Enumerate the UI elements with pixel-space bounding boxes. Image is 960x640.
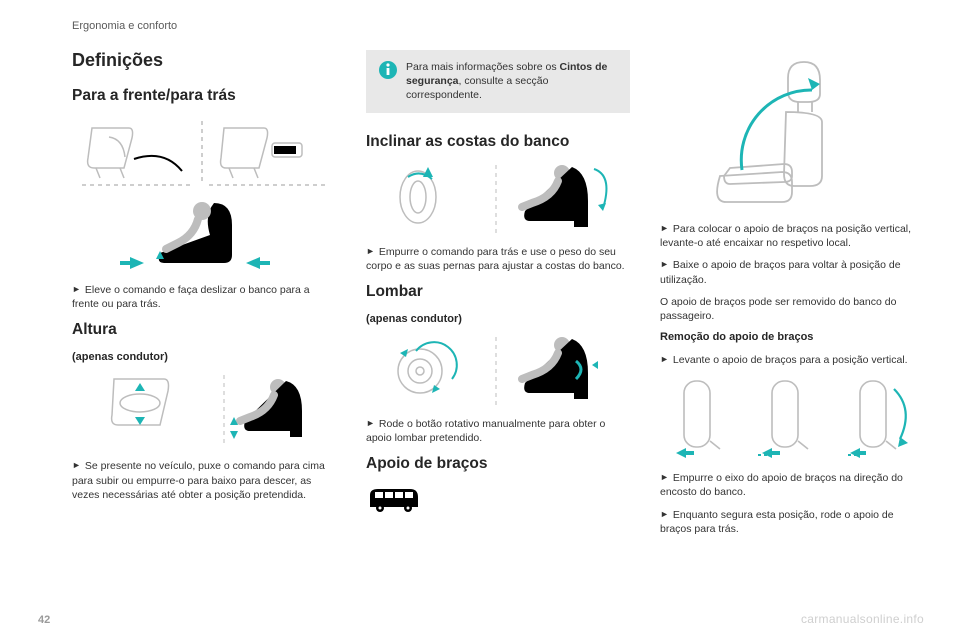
paragraph-armrest-rotate: ►Enquanto segura esta posição, rode o ap… xyxy=(660,508,924,536)
column-1: Definições Para a frente/para trás xyxy=(72,50,336,540)
paragraph-recline: ►Empurre o comando para trás e use o pes… xyxy=(366,245,630,273)
subheading-lumbar-note: (apenas condutor) xyxy=(366,313,630,325)
info-box-seatbelts: Para mais informações sobre os Cintos de… xyxy=(366,50,630,113)
heading-height: Altura xyxy=(72,321,336,339)
heading-lumbar: Lombar xyxy=(366,283,630,301)
text-recline: Empurre o comando para trás e use o peso… xyxy=(366,246,625,272)
paragraph-forward-back: ►Eleve o comando e faça deslizar o banco… xyxy=(72,283,336,311)
heading-armrest: Apoio de braços xyxy=(366,455,630,473)
figure-seat-slide-arrows xyxy=(72,197,336,279)
info-icon xyxy=(378,60,398,80)
figure-armrest-remove-steps xyxy=(660,371,924,467)
info-text: Para mais informações sobre os Cintos de… xyxy=(406,60,618,103)
watermark: carmanualsonline.info xyxy=(801,612,924,626)
column-2: Para mais informações sobre os Cintos de… xyxy=(366,50,630,540)
paragraph-lumbar: ►Rode o botão rotativo manualmente para … xyxy=(366,417,630,445)
vehicle-type-icon xyxy=(366,485,422,515)
text-forward-back: Eleve o comando e faça deslizar o banco … xyxy=(72,284,310,310)
figure-seat-height xyxy=(72,369,336,455)
text-armrest-lift: Levante o apoio de braços para a posição… xyxy=(673,354,908,366)
manual-page: Ergonomia e conforto Definições Para a f… xyxy=(0,0,960,640)
info-text-prefix: Para mais informações sobre os xyxy=(406,61,559,73)
figure-lumbar xyxy=(366,331,630,413)
figure-armrest-raise xyxy=(660,50,924,218)
text-armrest-push: Empurre o eixo do apoio de braços na dir… xyxy=(660,472,903,498)
heading-definitions: Definições xyxy=(72,50,336,71)
text-armrest-up: Para colocar o apoio de braços na posiçã… xyxy=(660,223,911,249)
heading-recline: Inclinar as costas do banco xyxy=(366,133,630,151)
content-columns: Definições Para a frente/para trás xyxy=(72,50,924,540)
column-3: ►Para colocar o apoio de braços na posiç… xyxy=(660,50,924,540)
subheading-height-note: (apenas condutor) xyxy=(72,351,336,363)
paragraph-height: ►Se presente no veículo, puxe o comando … xyxy=(72,459,336,502)
paragraph-armrest-up: ►Para colocar o apoio de braços na posiç… xyxy=(660,222,924,250)
page-number: 42 xyxy=(38,614,50,626)
heading-forward-back: Para a frente/para trás xyxy=(72,87,336,105)
figure-seat-slide-controls xyxy=(72,113,336,195)
subheading-armrest-remove: Remoção do apoio de braços xyxy=(660,331,924,343)
paragraph-armrest-push: ►Empurre o eixo do apoio de braços na di… xyxy=(660,471,924,499)
text-height: Se presente no veículo, puxe o comando p… xyxy=(72,460,325,500)
text-armrest-rotate: Enquanto segura esta posição, rode o apo… xyxy=(660,509,894,535)
paragraph-armrest-down: ►Baixe o apoio de braços para voltar à p… xyxy=(660,258,924,286)
text-armrest-down: Baixe o apoio de braços para voltar à po… xyxy=(660,259,901,285)
paragraph-armrest-lift: ►Levante o apoio de braços para a posiçã… xyxy=(660,353,924,367)
paragraph-armrest-remove-note: O apoio de braços pode ser removido do b… xyxy=(660,295,924,323)
figure-recline xyxy=(366,159,630,241)
section-header: Ergonomia e conforto xyxy=(72,20,924,32)
text-lumbar: Rode o botão rotativo manualmente para o… xyxy=(366,418,605,444)
